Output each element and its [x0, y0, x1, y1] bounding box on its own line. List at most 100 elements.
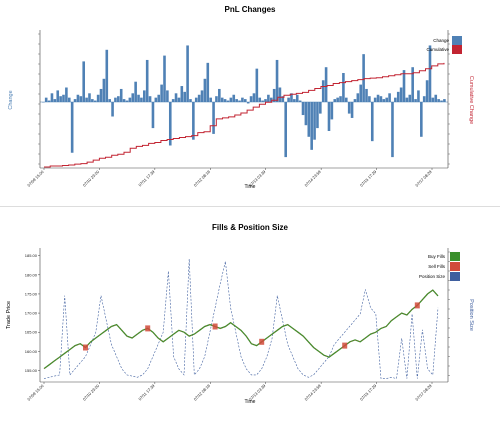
change-bar	[168, 102, 172, 146]
change-bar	[252, 93, 256, 102]
x-tick-label: 07/11 17:39	[137, 169, 156, 188]
change-bar	[281, 96, 285, 102]
change-bar	[99, 88, 103, 102]
change-bar	[437, 99, 440, 102]
change-bar	[102, 78, 106, 102]
change-bar	[258, 97, 262, 102]
x-tick-label: 07/10 23:00	[82, 383, 101, 402]
change-bar	[114, 97, 117, 102]
change-bar	[143, 90, 146, 102]
fills-x-axis-label: Time	[245, 399, 256, 405]
change-bar	[353, 99, 357, 102]
change-bar	[76, 94, 80, 102]
change-bar	[229, 97, 233, 102]
change-bar	[261, 100, 264, 102]
change-bar	[145, 59, 149, 102]
change-bar	[313, 102, 316, 140]
change-bar	[321, 80, 325, 102]
change-bar	[295, 94, 299, 102]
change-bar	[264, 99, 267, 102]
change-bar	[47, 100, 51, 102]
change-bar	[298, 100, 302, 102]
change-bar	[304, 102, 308, 126]
pnl-y-axis-label-right: Cumulative Change	[468, 76, 474, 124]
price-line	[43, 289, 439, 370]
change-bar	[330, 102, 334, 120]
change-bar	[373, 97, 377, 102]
change-bar	[131, 93, 135, 102]
change-bar	[108, 99, 111, 102]
change-bar	[180, 86, 184, 102]
position-size-line	[43, 258, 439, 379]
sell-fills-path	[43, 289, 439, 369]
pnl-x-ticks: 07/09 15:00 07/10 23:00 07/11 17:39 07/12 0…	[26, 168, 433, 188]
change-bar	[391, 102, 394, 158]
change-bar	[402, 70, 406, 102]
change-bar	[246, 102, 250, 104]
y-tick-label: 160.00	[25, 349, 38, 354]
pnl-axes	[39, 30, 449, 169]
change-bar	[215, 96, 218, 102]
change-bar	[105, 49, 109, 102]
change-bar	[388, 93, 391, 102]
change-bar	[362, 54, 365, 102]
change-bar	[177, 97, 181, 102]
change-bar	[428, 45, 432, 102]
change-bar	[414, 99, 417, 102]
sell-fill-marker	[212, 323, 218, 330]
pnl-chart-title: PnL Changes	[225, 5, 277, 14]
sell-fills-legend-swatch	[450, 262, 460, 271]
change-bar	[440, 100, 443, 102]
change-bar	[249, 96, 253, 102]
fills-x-ticks: 07/09 15:00 07/10 23:00 07/11 17:39 07/12 0…	[26, 382, 433, 402]
change-bar	[67, 97, 71, 102]
change-bar	[425, 80, 429, 102]
x-tick-label: 07/15 17:29	[359, 169, 378, 188]
change-bar	[431, 97, 435, 102]
fills-y-axis-label-right: Position Size	[468, 299, 474, 331]
change-bars	[40, 45, 448, 158]
buy-fills-legend-swatch	[450, 252, 460, 261]
change-bar	[160, 84, 163, 102]
change-bar	[134, 81, 137, 102]
change-bar	[65, 87, 68, 102]
fills-y-axis-label-left: Trade Price	[6, 301, 12, 329]
change-bar	[272, 88, 276, 102]
change-bar	[287, 97, 290, 102]
change-bar	[137, 94, 140, 102]
fills-position-chart: Fills & Position Size 155.00 160.00 165.00…	[6, 223, 474, 405]
x-tick-label: 07/09 15:00	[26, 169, 45, 188]
change-bar	[96, 94, 100, 102]
change-bar	[255, 68, 259, 102]
change-bar	[125, 100, 129, 102]
change-bar	[275, 59, 279, 102]
cumulative-legend-swatch	[452, 45, 462, 54]
x-tick-label: 07/09 15:00	[26, 383, 45, 402]
fill-markers	[83, 302, 420, 351]
position-size-path	[43, 258, 439, 379]
change-bar	[186, 45, 189, 102]
change-bar	[307, 102, 311, 137]
change-bar	[189, 99, 192, 102]
change-legend-swatch	[452, 36, 462, 45]
sell-fill-marker	[145, 325, 151, 332]
change-bar	[356, 93, 360, 102]
change-bar	[293, 99, 296, 102]
change-bar	[290, 93, 293, 102]
change-bar	[70, 102, 74, 153]
change-bar	[140, 97, 143, 102]
change-bar	[171, 99, 175, 102]
change-legend-label: Change	[433, 38, 449, 43]
change-bar	[301, 102, 305, 116]
change-bar	[235, 99, 238, 102]
change-bar	[203, 78, 207, 102]
change-bar	[284, 102, 287, 158]
change-bar	[420, 102, 423, 137]
change-bar	[44, 97, 48, 102]
change-bar	[379, 96, 383, 102]
change-bar	[310, 102, 313, 150]
change-bar	[241, 97, 244, 102]
fills-right-tick-marks	[448, 251, 450, 376]
change-bar	[232, 94, 236, 102]
change-bar	[194, 97, 198, 102]
